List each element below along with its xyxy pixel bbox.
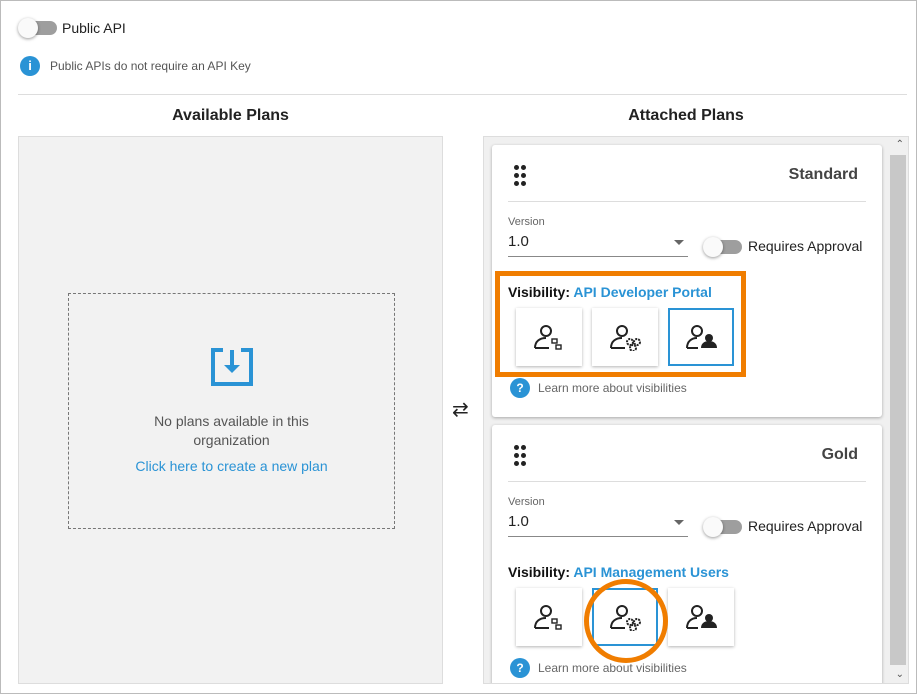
available-plans-heading: Available Plans: [172, 107, 289, 124]
empty-text-2: organization: [193, 432, 270, 448]
plan-name: Standard: [788, 166, 858, 183]
learn-more-text: Learn more about visibilities: [538, 381, 687, 395]
plan-card: Standard Version 1.0 Requires Approval V…: [492, 145, 882, 417]
visibility-option-user-public[interactable]: [668, 308, 734, 366]
visibility-value: API Developer Portal: [573, 284, 712, 300]
attached-plans-heading: Attached Plans: [628, 107, 744, 124]
info-icon: i: [20, 56, 40, 76]
visibility-option-user-hierarchy[interactable]: [516, 308, 582, 366]
requires-approval-label: Requires Approval: [748, 518, 863, 534]
divider: [508, 201, 866, 202]
user-public-icon: [686, 605, 717, 629]
version-select[interactable]: 1.0: [508, 513, 688, 537]
visibility-label: Visibility: API Developer Portal: [508, 284, 712, 300]
user-hierarchy-icon: [534, 325, 562, 350]
drag-handle-icon[interactable]: [514, 165, 528, 187]
create-plan-link[interactable]: Click here to create a new plan: [135, 458, 328, 474]
chevron-down-icon: [674, 240, 684, 245]
scroll-down-icon[interactable]: ⌄: [895, 669, 904, 680]
visibility-option-user-public[interactable]: [668, 588, 734, 646]
user-hierarchy-icon: [534, 605, 562, 630]
public-api-info: Public APIs do not require an API Key: [50, 59, 251, 73]
visibility-option-user-gears[interactable]: [592, 308, 658, 366]
version-label: Version: [508, 216, 545, 228]
version-label: Version: [508, 496, 545, 508]
public-api-toggle[interactable]: [18, 18, 57, 38]
scrollbar-thumb[interactable]: [890, 155, 906, 665]
highlight-box: [495, 271, 746, 377]
divider: [508, 481, 866, 482]
user-gears-icon: [610, 325, 641, 351]
learn-more-link[interactable]: ? Learn more about visibilities: [510, 658, 687, 678]
highlight-circle: [584, 579, 668, 663]
learn-more-link[interactable]: ? Learn more about visibilities: [510, 378, 687, 398]
visibility-label: Visibility: API Management Users: [508, 564, 729, 580]
import-icon: [210, 348, 253, 386]
version-value: 1.0: [508, 513, 529, 530]
attached-plans-panel: Standard Version 1.0 Requires Approval V…: [483, 136, 909, 684]
visibility-value: API Management Users: [573, 564, 729, 580]
requires-approval-toggle[interactable]: [703, 237, 742, 257]
empty-plans-dropzone: No plans available in this organization C…: [68, 293, 395, 529]
version-select[interactable]: 1.0: [508, 233, 688, 257]
visibility-label-text: Visibility:: [508, 564, 570, 580]
plan-card: Gold Version 1.0 Requires Approval Visib…: [492, 425, 882, 683]
public-api-label: Public API: [62, 20, 126, 36]
scrollbar[interactable]: ⌃ ⌄: [890, 137, 908, 683]
requires-approval-label: Requires Approval: [748, 238, 863, 254]
user-public-icon: [686, 325, 717, 349]
visibility-option-user-hierarchy[interactable]: [516, 588, 582, 646]
chevron-down-icon: [674, 520, 684, 525]
empty-text: No plans available in this: [154, 413, 309, 429]
swap-icon[interactable]: ⇄: [452, 399, 469, 421]
scroll-up-icon[interactable]: ⌃: [895, 139, 904, 150]
requires-approval-toggle[interactable]: [703, 517, 742, 537]
available-plans-panel: No plans available in this organization C…: [18, 136, 443, 684]
plan-name: Gold: [821, 446, 858, 463]
help-icon: ?: [510, 658, 530, 678]
visibility-label-text: Visibility:: [508, 284, 570, 300]
learn-more-text: Learn more about visibilities: [538, 661, 687, 675]
drag-handle-icon[interactable]: [514, 445, 528, 467]
version-value: 1.0: [508, 233, 529, 250]
help-icon: ?: [510, 378, 530, 398]
divider: [18, 94, 907, 95]
